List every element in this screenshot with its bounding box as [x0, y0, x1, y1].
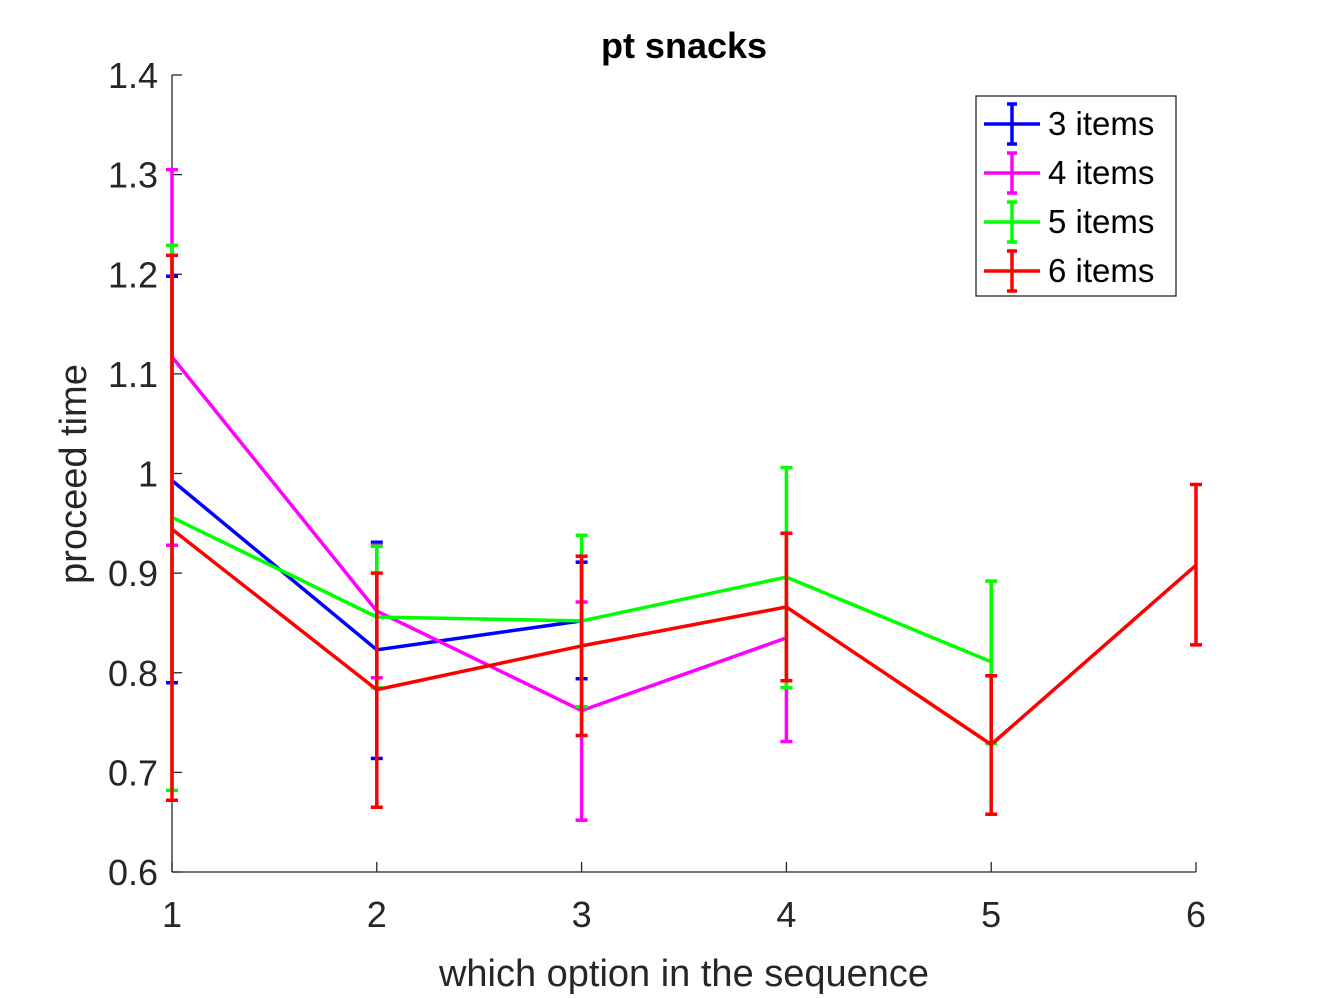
y-axis-label: proceed time [53, 364, 95, 584]
x-axis-ticks: 1 2 3 4 5 6 [162, 862, 1206, 935]
x-tick-label: 6 [1186, 894, 1206, 935]
x-tick-label: 4 [776, 894, 796, 935]
y-axis-ticks: 0.6 0.7 0.8 0.9 1 1.1 1.2 1.3 1.4 [108, 55, 182, 893]
y-tick-label: 1.2 [108, 254, 158, 295]
legend-label: 4 items [1048, 154, 1154, 191]
legend-item: 3 items [984, 102, 1154, 146]
series-layer [166, 167, 1202, 822]
x-tick-label: 2 [367, 894, 387, 935]
legend: 3 items 4 items 5 items 6 items [975, 95, 1177, 297]
data-point [1194, 563, 1198, 567]
y-tick-label: 0.7 [108, 752, 158, 793]
legend-item: 6 items [984, 249, 1154, 293]
y-tick-label: 1.1 [108, 354, 158, 395]
legend-item: 4 items [984, 151, 1154, 195]
series-2 [166, 167, 793, 822]
x-tick-label: 3 [572, 894, 592, 935]
chart-title: pt snacks [601, 25, 767, 66]
legend-box [975, 95, 1177, 297]
legend-label: 6 items [1048, 252, 1154, 289]
x-axis-label: which option in the sequence [438, 953, 929, 995]
data-point [784, 605, 788, 609]
x-tick-label: 5 [981, 894, 1001, 935]
data-point [170, 527, 174, 531]
series-line [170, 527, 1198, 747]
data-point [375, 688, 379, 692]
series-4 [166, 253, 1202, 816]
legend-item: 5 items [984, 200, 1154, 244]
y-tick-label: 0.6 [108, 852, 158, 893]
series-line [170, 355, 787, 713]
y-tick-label: 1.3 [108, 155, 158, 196]
y-tick-label: 0.8 [108, 653, 158, 694]
legend-label: 5 items [1048, 203, 1154, 240]
x-tick-label: 1 [162, 894, 182, 935]
data-point [580, 644, 584, 648]
y-tick-label: 1.4 [108, 55, 158, 96]
y-tick-label: 0.9 [108, 553, 158, 594]
data-point [989, 742, 993, 746]
y-tick-label: 1 [138, 454, 158, 495]
data-point [989, 660, 993, 664]
legend-label: 3 items [1048, 105, 1154, 142]
